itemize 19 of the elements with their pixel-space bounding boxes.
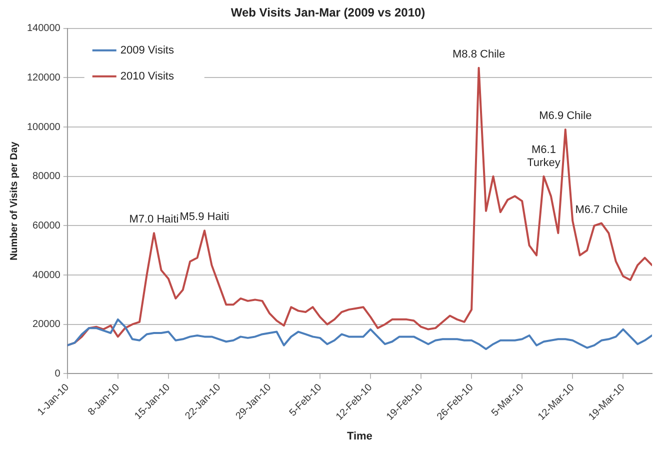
chart-title: Web Visits Jan-Mar (2009 vs 2010) bbox=[230, 6, 426, 20]
y-tick-label: 60000 bbox=[32, 220, 61, 232]
annotation: M8.8 Chile bbox=[452, 48, 506, 60]
y-tick-label: 100000 bbox=[26, 122, 61, 133]
y-tick-label: 40000 bbox=[32, 270, 61, 281]
annotation: M5.9 Haiti bbox=[180, 211, 230, 224]
legend-label: 2010 Visits bbox=[120, 70, 174, 82]
y-tick-label: 140000 bbox=[26, 23, 61, 34]
annotation: M6.7 Chile bbox=[575, 204, 628, 216]
y-tick-label: 120000 bbox=[26, 72, 61, 84]
annotation: M6.1 Turkey bbox=[527, 144, 561, 169]
annotation: M7.0 Haiti bbox=[129, 214, 179, 226]
x-axis-title: Time bbox=[346, 430, 372, 442]
y-tick-label: 0 bbox=[54, 368, 61, 380]
y-tick-label: 20000 bbox=[32, 319, 61, 330]
y-tick-label: 80000 bbox=[32, 171, 61, 182]
legend-label: 2009 Visits bbox=[120, 44, 174, 56]
y-axis-title: Number of Visits per Day bbox=[8, 141, 20, 260]
annotation: M6.9 Chile bbox=[539, 110, 592, 122]
